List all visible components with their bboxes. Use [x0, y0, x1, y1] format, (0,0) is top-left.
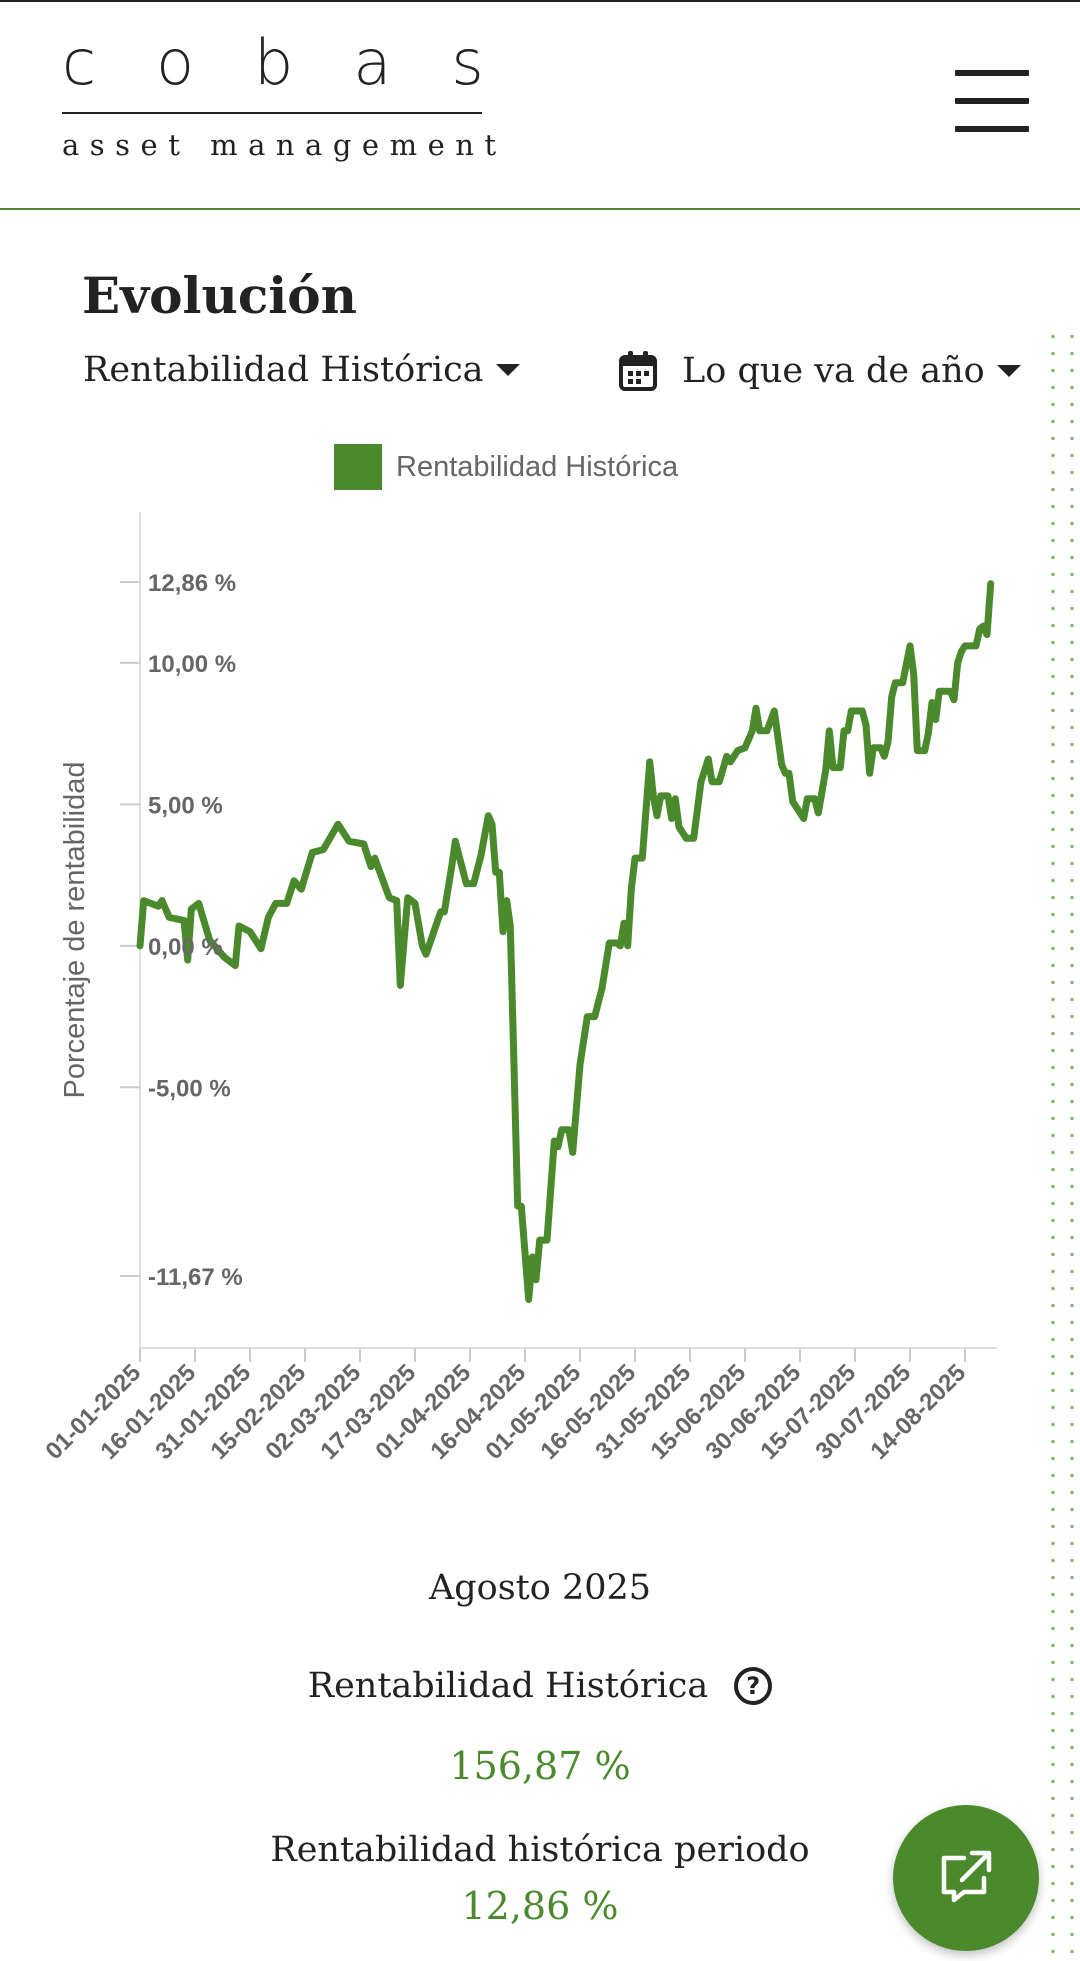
x-tick-label: 16-01-2025 — [95, 1359, 201, 1465]
y-tick-label: 12,86 % — [148, 570, 236, 597]
metric-dropdown-label: Rentabilidad Histórica — [83, 350, 484, 390]
x-tick-label: 01-04-2025 — [370, 1359, 476, 1465]
logo-word: cobas — [62, 26, 544, 99]
x-tick-label: 15-07-2025 — [755, 1359, 861, 1465]
y-tick-label: -11,67 % — [148, 1264, 243, 1291]
x-tick-label: 15-02-2025 — [205, 1359, 311, 1465]
x-tick-label: 14-08-2025 — [865, 1359, 971, 1465]
period-dropdown[interactable]: Lo que va de año — [618, 350, 1021, 392]
logo-rule — [62, 112, 482, 114]
performance-chart: 12,86 % 10,00 % 5,00 % 0,00 % -5,00 % -11,67 … — [40, 512, 997, 1465]
x-tick-label: 30-06-2025 — [700, 1359, 806, 1465]
legend-swatch — [334, 444, 382, 490]
x-tick-label: 31-05-2025 — [590, 1359, 696, 1465]
x-tick-label: 15-06-2025 — [645, 1359, 751, 1465]
dotted-border-right — [1070, 328, 1074, 1961]
external-share-button[interactable] — [893, 1805, 1039, 1951]
y-tick-label: 10,00 % — [148, 651, 236, 678]
external-share-icon — [941, 1850, 992, 1903]
calendar-icon — [618, 350, 658, 392]
chart-legend[interactable]: Rentabilidad Histórica — [334, 444, 678, 490]
summary-month: Agosto 2025 — [428, 1568, 652, 1608]
y-tick-label: 0,00 % — [148, 934, 223, 961]
x-tick-label: 02-03-2025 — [260, 1359, 366, 1465]
logo-subtitle: asset management — [62, 128, 507, 162]
caret-down-icon — [996, 365, 1021, 377]
x-tick-label: 31-01-2025 — [150, 1359, 256, 1465]
y-tick-label: -5,00 % — [148, 1075, 231, 1102]
period-dropdown-label: Lo que va de año — [682, 351, 985, 391]
top-border — [0, 0, 1080, 2]
y-axis-title: Porcentaje de rentabilidad — [59, 762, 91, 1099]
cobas-logo[interactable]: cobas asset management — [62, 26, 544, 162]
x-tick-label: 30-07-2025 — [810, 1359, 916, 1465]
x-tick-label: 16-05-2025 — [535, 1359, 641, 1465]
metric-value: 156,87 % — [449, 1744, 631, 1788]
period-return-label: Rentabilidad histórica periodo — [270, 1830, 810, 1870]
metric-dropdown[interactable]: Rentabilidad Histórica — [83, 350, 520, 390]
x-tick-label: 01-01-2025 — [40, 1359, 146, 1465]
question-circle-icon[interactable]: ? — [734, 1667, 773, 1705]
y-tick-label: 5,00 % — [148, 792, 223, 819]
x-tick-label: 17-03-2025 — [315, 1359, 421, 1465]
period-return-value: 12,86 % — [461, 1884, 619, 1928]
site-header: cobas asset management — [0, 2, 1080, 210]
section-title: Evolución — [82, 266, 357, 325]
legend-label: Rentabilidad Histórica — [396, 450, 679, 483]
metric-label: Rentabilidad Histórica — [307, 1666, 709, 1706]
dotted-border-left — [1051, 328, 1055, 1961]
series-line — [136, 580, 995, 1303]
hamburger-icon[interactable] — [955, 70, 1031, 134]
x-tick-label: 01-05-2025 — [480, 1359, 586, 1465]
metric-label-row: Rentabilidad Histórica? — [0, 1666, 1080, 1706]
caret-down-icon — [495, 364, 520, 376]
x-tick-label: 16-04-2025 — [425, 1359, 531, 1465]
